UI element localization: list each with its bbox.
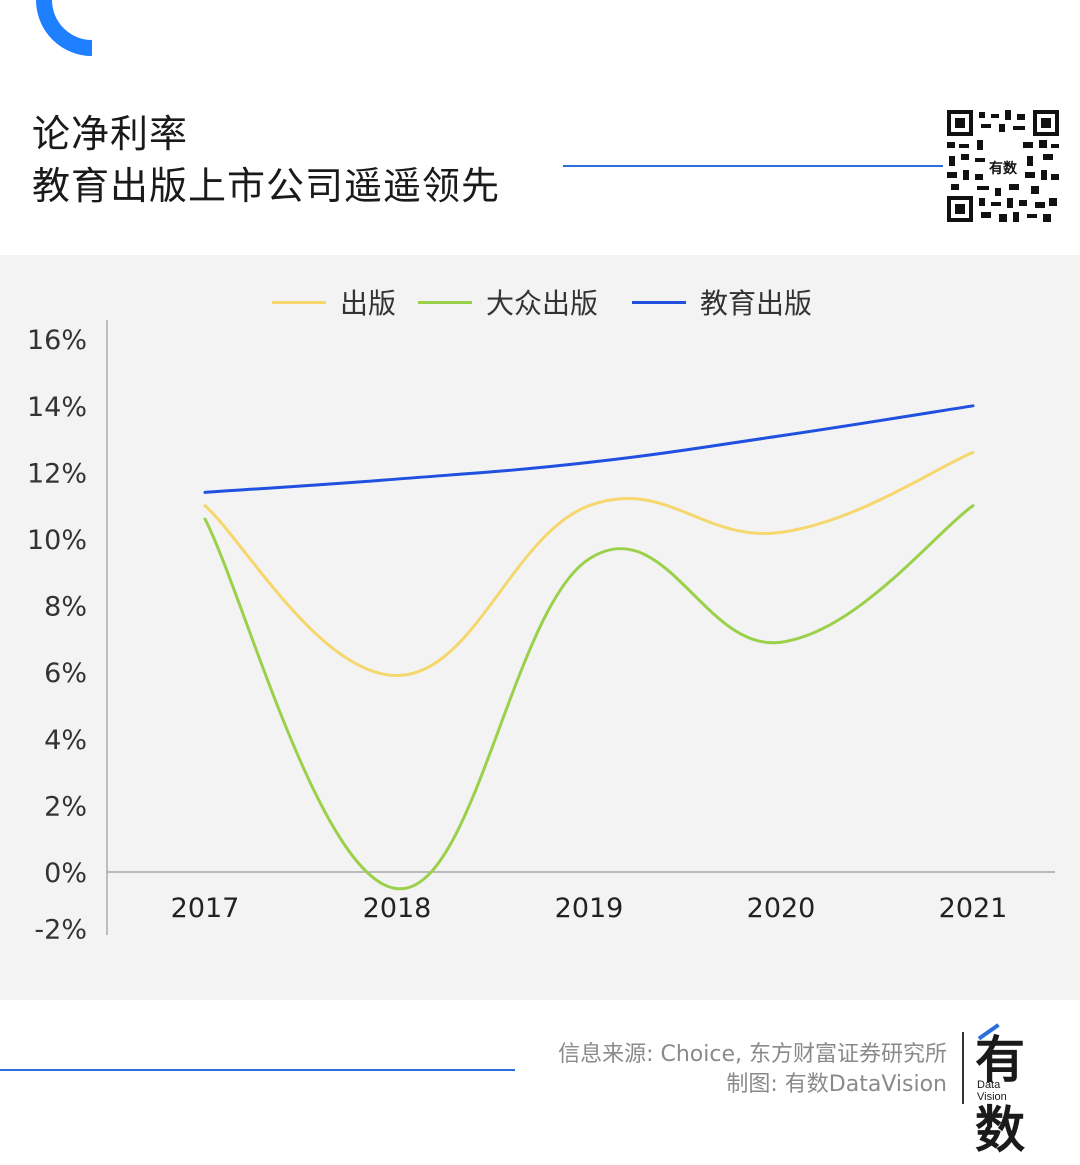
y-tick-label: -2%	[34, 915, 87, 946]
title-divider	[563, 165, 943, 167]
svg-text:有数: 有数	[989, 160, 1018, 177]
source-note: 信息来源: Choice, 东方财富证券研究所 制图: 有数DataVision	[558, 1040, 947, 1100]
footer-divider	[0, 1069, 515, 1071]
y-tick-label: 14%	[27, 392, 87, 423]
x-tick-label: 2021	[939, 893, 1008, 924]
page-title: 论净利率 教育出版上市公司遥遥领先	[32, 108, 500, 212]
x-tick-label: 2017	[171, 893, 240, 924]
y-tick-label: 6%	[44, 658, 87, 689]
legend-swatch-publishing	[272, 300, 326, 304]
y-tick-label: 0%	[44, 858, 87, 889]
legend-item-publishing: 出版	[272, 282, 396, 322]
source-line-1: 信息来源: Choice, 东方财富证券研究所	[558, 1042, 947, 1067]
legend-swatch-education-publishing	[632, 300, 686, 304]
x-tick-label: 2019	[555, 893, 624, 924]
title-line-2: 教育出版上市公司遥遥领先	[32, 164, 501, 208]
logo-sub-data: Data	[977, 1079, 1001, 1091]
brand-logo: 有数 Data Vision	[975, 1023, 1070, 1159]
y-tick-label: 4%	[44, 725, 87, 756]
series-line-publishing	[203, 450, 975, 678]
chart-legend: 出版 大众出版 教育出版	[0, 282, 1080, 322]
y-tick-label: 2%	[44, 791, 87, 822]
series-line-education-publishing	[203, 404, 975, 494]
source-line-2: 制图: 有数DataVision	[726, 1072, 947, 1097]
y-tick-label: 16%	[27, 325, 87, 356]
line-chart: 16% 14% 12% 10% 8% 6% 4% 2% 0% -2% 2017 2018 2019 202…	[27, 320, 1055, 946]
legend-label-publishing: 出版	[340, 287, 397, 320]
qr-code-icon: 有数	[947, 110, 1059, 222]
corner-arc-icon	[36, 0, 93, 56]
y-tick-label: 8%	[44, 592, 87, 623]
logo-sub-vision: Vision	[977, 1091, 1007, 1103]
title-line-1: 论净利率	[32, 112, 189, 156]
legend-item-education-publishing: 教育出版	[632, 282, 812, 322]
legend-item-mass-publishing: 大众出版	[418, 282, 598, 322]
x-tick-label: 2020	[747, 893, 816, 924]
y-tick-label: 10%	[27, 525, 87, 556]
legend-swatch-mass-publishing	[418, 300, 472, 304]
x-tick-label: 2018	[363, 893, 432, 924]
logo-subtext: Data Vision	[977, 1079, 1007, 1103]
y-tick-label: 12%	[27, 458, 87, 489]
logo-divider	[962, 1032, 964, 1104]
legend-label-education-publishing: 教育出版	[700, 287, 813, 320]
legend-label-mass-publishing: 大众出版	[486, 287, 599, 320]
series-line-mass-publishing	[203, 504, 975, 891]
